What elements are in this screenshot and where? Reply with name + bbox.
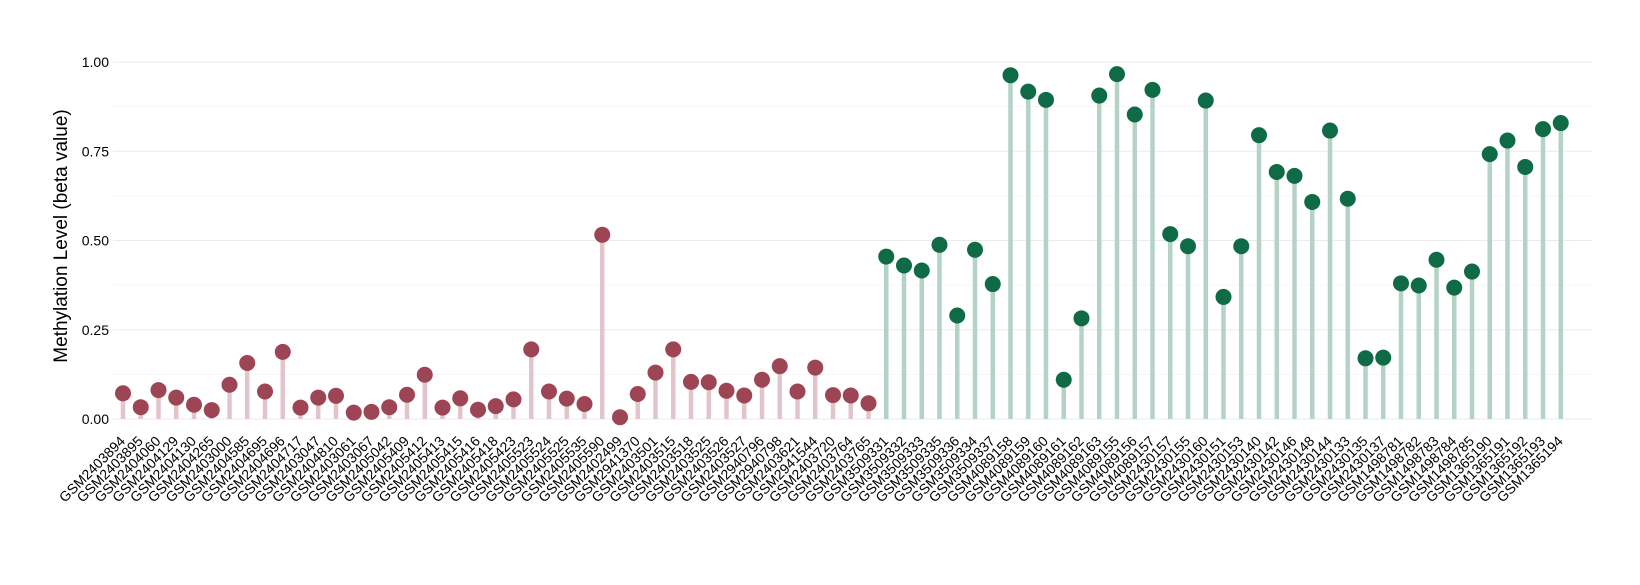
lollipop-point [416, 366, 433, 383]
lollipop-point [1464, 263, 1480, 280]
point-layer [115, 66, 1569, 426]
lollipop-point [736, 387, 753, 404]
lollipop-point [1446, 279, 1463, 296]
lollipop-point [576, 396, 593, 413]
lollipop-point [771, 358, 788, 375]
lollipop-point [683, 373, 699, 390]
lollipop-point [1268, 163, 1285, 180]
lollipop-point [1499, 132, 1516, 149]
lollipop-point [1126, 106, 1143, 123]
lollipop-point [328, 387, 344, 404]
lollipop-point [434, 399, 451, 416]
lollipop-point [132, 399, 149, 416]
lollipop-point [700, 374, 717, 391]
lollipop-point [487, 398, 504, 415]
lollipop-point [1144, 81, 1161, 98]
lollipop-point [558, 390, 575, 407]
lollipop-point [1339, 190, 1356, 207]
lollipop-point [505, 391, 522, 408]
lollipop-point [1357, 350, 1374, 367]
lollipop-point [274, 343, 291, 360]
lollipop-point [878, 248, 895, 265]
lollipop-point [1109, 66, 1125, 83]
lollipop-point [1002, 67, 1019, 84]
lollipop-point [913, 262, 930, 279]
lollipop-point [1517, 158, 1534, 175]
lollipop-point [239, 354, 256, 371]
y-tick-label: 0.00 [82, 411, 109, 427]
lollipop-point [1038, 91, 1054, 108]
lollipop-point [665, 341, 682, 358]
lollipop-point [1162, 226, 1179, 243]
grid-layer [113, 61, 1592, 420]
lollipop-point [1251, 127, 1267, 144]
lollipop-point [381, 399, 398, 416]
lollipop-point [1535, 121, 1551, 138]
y-tick-label: 0.50 [82, 233, 109, 249]
lollipop-point [1091, 87, 1108, 104]
lollipop-point [292, 399, 309, 416]
lollipop-point [470, 401, 486, 418]
lollipop-point [363, 403, 380, 420]
lollipop-point [1428, 251, 1445, 268]
lollipop-point [896, 257, 912, 274]
lollipop-point [629, 386, 646, 403]
lollipop-point [150, 382, 167, 399]
y-tick-label: 1.00 [82, 54, 109, 70]
lollipop-point [594, 226, 611, 243]
lollipop-point [1393, 275, 1409, 292]
lollipop-point [1215, 288, 1232, 305]
lollipop-point [221, 376, 238, 393]
lollipop-point [1055, 371, 1072, 388]
lollipop-point [115, 385, 131, 402]
lollipop-point [1233, 238, 1250, 255]
lollipop-point [754, 371, 770, 388]
lollipop-point [1304, 193, 1321, 210]
lollipop-point [1410, 277, 1427, 294]
lollipop-point [345, 404, 362, 421]
lollipop-point [860, 395, 877, 412]
x-axis: GSM2403894GSM2403895GSM2404060GSM2404129… [56, 433, 1566, 506]
lollipop-point [1197, 92, 1214, 109]
lollipop-point [257, 383, 273, 400]
lollipop-point [842, 387, 859, 404]
lollipop-point [612, 409, 628, 426]
lollipop-point [1552, 115, 1569, 132]
lollipop-point [203, 402, 220, 419]
lollipop-point [541, 383, 557, 400]
lollipop-point [1481, 146, 1498, 163]
lollipop-point [168, 389, 185, 406]
lollipop-point [1073, 310, 1090, 327]
y-axis-title: Methylation Level (beta value) [51, 109, 72, 362]
lollipop-point [949, 307, 966, 324]
lollipop-point [718, 382, 735, 399]
y-tick-label: 0.25 [82, 322, 109, 338]
y-axis: 0.00 0.25 0.50 0.75 1.00 [82, 54, 109, 427]
y-tick-label: 0.75 [82, 143, 109, 159]
lollipop-point [523, 341, 540, 358]
lollipop-point [399, 386, 415, 403]
lollipop-point [967, 241, 983, 258]
stem-layer [120, 74, 1563, 419]
lollipop-point [825, 387, 841, 404]
lollipop-point [452, 390, 469, 407]
lollipop-point [807, 359, 824, 376]
lollipop-point [1180, 238, 1196, 255]
lollipop-point [1375, 349, 1392, 366]
lollipop-point [931, 236, 948, 253]
lollipop-point [1286, 167, 1303, 184]
lollipop-point [1020, 83, 1037, 100]
lollipop-point [984, 276, 1001, 293]
lollipop-point [310, 389, 327, 406]
lollipop-point [1322, 122, 1338, 139]
lollipop-point [186, 396, 202, 413]
lollipop-point [789, 383, 806, 400]
lollipop-point [647, 364, 664, 381]
